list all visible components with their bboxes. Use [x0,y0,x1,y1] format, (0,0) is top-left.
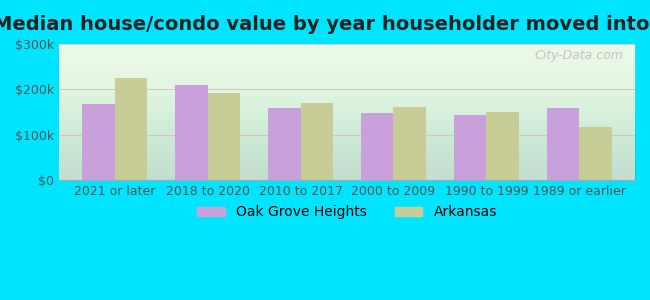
Bar [393,106,426,180]
Bar [300,103,333,180]
Legend: Oak Grove Heights, Arkansas: Oak Grove Heights, Arkansas [192,200,502,225]
Bar [82,104,115,180]
Text: City-Data.com: City-Data.com [534,49,623,62]
Bar [207,93,240,180]
Bar [175,85,207,180]
Bar [547,108,579,180]
Title: Median house/condo value by year householder moved into unit: Median house/condo value by year househo… [0,15,650,34]
Bar [486,112,519,180]
Bar [268,108,300,180]
Bar [361,113,393,180]
Bar [579,127,612,180]
Bar [115,78,148,180]
Bar [454,115,486,180]
